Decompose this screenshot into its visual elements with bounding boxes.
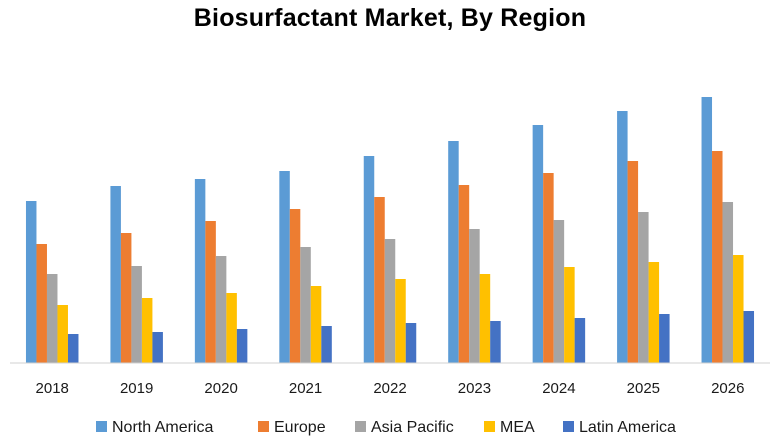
legend-label: Asia Pacific xyxy=(371,419,454,436)
legend-item-latin-america: Latin America xyxy=(563,419,676,436)
bar-asia-pacific-2023 xyxy=(469,229,480,363)
legend: North America Europe Asia Pacific MEA Latin … xyxy=(96,419,676,436)
x-tick-label: 2022 xyxy=(373,380,406,397)
bar-asia-pacific-2025 xyxy=(638,212,649,363)
bar-north-america-2019 xyxy=(110,186,121,363)
x-tick-label: 2020 xyxy=(204,380,237,397)
bar-asia-pacific-2021 xyxy=(300,247,311,363)
bar-latin-america-2025 xyxy=(659,314,670,363)
legend-swatch xyxy=(563,421,574,432)
bar-north-america-2022 xyxy=(363,156,375,363)
bar-europe-2019 xyxy=(120,233,132,363)
legend-swatch xyxy=(355,421,366,432)
legend-label: MEA xyxy=(500,419,535,436)
bar-north-america-2026 xyxy=(701,97,713,363)
x-tick-label: 2025 xyxy=(627,380,660,397)
bar-north-america-2021 xyxy=(279,171,290,363)
bar-mea-2024 xyxy=(564,267,575,363)
legend-item-europe: Europe xyxy=(258,419,326,436)
bar-mea-2025 xyxy=(648,262,660,363)
bar-asia-pacific-2026 xyxy=(722,202,734,363)
x-tick-labels: 2018 2019 2020 2021 2022 2023 2024 2025 2026 xyxy=(36,380,745,397)
bar-europe-2018 xyxy=(36,244,47,363)
bar-latin-america-2021 xyxy=(321,326,332,363)
x-tick-label: 2024 xyxy=(542,380,575,397)
bar-north-america-2020 xyxy=(194,179,206,363)
bar-mea-2022 xyxy=(395,279,406,363)
bar-latin-america-2024 xyxy=(574,318,586,363)
bar-north-america-2023 xyxy=(448,141,459,363)
bar-asia-pacific-2024 xyxy=(553,220,565,363)
legend-item-north-america: North America xyxy=(96,419,213,436)
x-tick-label: 2021 xyxy=(289,380,322,397)
bar-mea-2026 xyxy=(733,255,744,363)
x-tick-label: 2018 xyxy=(36,380,69,397)
chart-title: Biosurfactant Market, By Region xyxy=(193,4,587,32)
bars-layer xyxy=(25,97,755,363)
bar-latin-america-2018 xyxy=(67,334,79,363)
bar-latin-america-2026 xyxy=(743,311,755,363)
x-tick-label: 2023 xyxy=(458,380,491,397)
bar-europe-2023 xyxy=(458,185,470,363)
bar-europe-2025 xyxy=(627,161,639,363)
bar-north-america-2024 xyxy=(532,125,544,363)
x-tick-label: 2026 xyxy=(711,380,744,397)
bar-latin-america-2019 xyxy=(152,332,163,363)
bar-latin-america-2023 xyxy=(490,321,501,363)
bar-north-america-2025 xyxy=(617,111,628,363)
bar-asia-pacific-2019 xyxy=(131,266,142,363)
bar-mea-2019 xyxy=(141,298,153,363)
legend-label: Latin America xyxy=(579,419,676,436)
bar-asia-pacific-2020 xyxy=(215,256,227,363)
bar-mea-2020 xyxy=(226,293,237,363)
bar-latin-america-2022 xyxy=(405,323,417,363)
bar-europe-2024 xyxy=(543,173,554,363)
bar-north-america-2018 xyxy=(25,201,37,363)
legend-swatch xyxy=(258,421,269,432)
bar-asia-pacific-2022 xyxy=(384,239,396,363)
legend-label: North America xyxy=(112,419,213,436)
bar-mea-2018 xyxy=(57,305,68,363)
bar-asia-pacific-2018 xyxy=(46,274,58,363)
bar-mea-2021 xyxy=(310,286,322,363)
legend-swatch xyxy=(484,421,495,432)
bar-europe-2021 xyxy=(289,209,301,363)
bar-europe-2026 xyxy=(712,151,723,363)
bar-europe-2020 xyxy=(205,221,216,363)
legend-label: Europe xyxy=(274,419,326,436)
legend-item-asia-pacific: Asia Pacific xyxy=(355,419,454,436)
bar-mea-2023 xyxy=(479,274,491,363)
legend-swatch xyxy=(96,421,107,432)
x-tick-label: 2019 xyxy=(120,380,153,397)
bar-europe-2022 xyxy=(374,197,385,363)
bar-latin-america-2020 xyxy=(236,329,248,363)
legend-item-mea: MEA xyxy=(484,419,535,436)
